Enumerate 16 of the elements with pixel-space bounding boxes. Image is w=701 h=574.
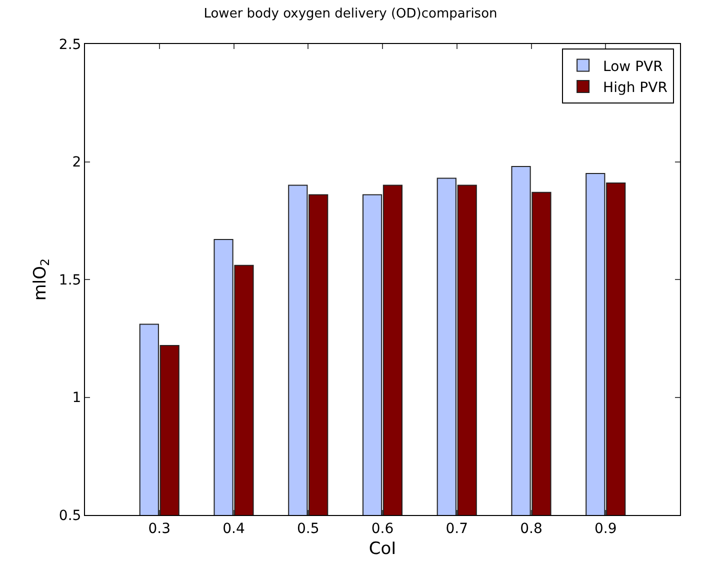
y-tick-label: 0.5	[58, 508, 82, 524]
x-tick-label: 0.9	[594, 520, 617, 537]
chart-title: Lower body oxygen delivery (OD)comparison	[204, 6, 498, 22]
x-tick-label: 0.3	[148, 520, 171, 537]
x-tick-label: 0.7	[446, 520, 468, 537]
y-tick-label: 2.5	[58, 36, 82, 53]
y-tick-label: 1.5	[58, 272, 82, 288]
x-axis-title: CoI	[368, 539, 396, 560]
y-tick-label: 1	[72, 390, 82, 406]
legend-label: Low PVR	[603, 58, 664, 75]
y-tick-label: 2	[72, 154, 82, 171]
legend-label: High PVR	[603, 80, 668, 96]
x-tick-label: 0.4	[222, 520, 245, 537]
x-tick-label: 0.8	[520, 520, 542, 537]
x-tick-label: 0.6	[371, 520, 394, 537]
x-tick-label: 0.5	[296, 520, 320, 537]
